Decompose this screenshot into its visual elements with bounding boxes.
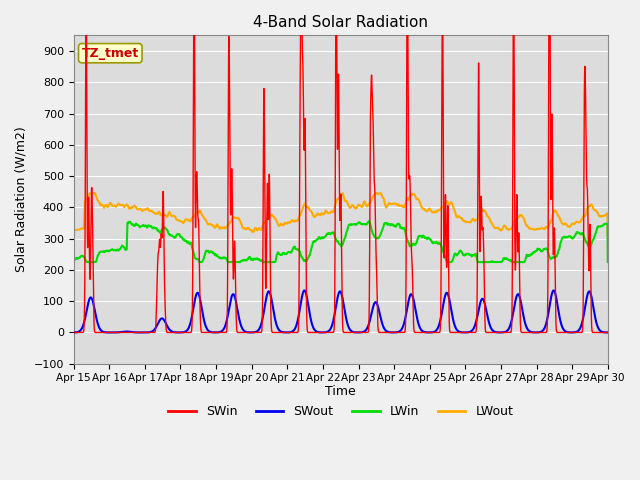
- LWin: [166, 232, 173, 238]
- Text: TZ_tmet: TZ_tmet: [82, 47, 139, 60]
- LWin: [491, 259, 499, 265]
- LWout: [70, 233, 77, 239]
- Line: SWout: SWout: [74, 290, 608, 333]
- Line: LWout: LWout: [74, 193, 608, 236]
- Title: 4-Band Solar Radiation: 4-Band Solar Radiation: [253, 15, 428, 30]
- SWout: [604, 330, 612, 336]
- LWin: [431, 240, 438, 245]
- SWin: [431, 330, 438, 336]
- SWout: [604, 330, 611, 336]
- LWin: [70, 259, 77, 265]
- LWout: [604, 211, 611, 216]
- LWout: [86, 191, 93, 196]
- Line: SWin: SWin: [74, 0, 608, 333]
- SWout: [431, 329, 438, 335]
- SWin: [604, 330, 611, 336]
- SWout: [461, 330, 468, 336]
- SWin: [70, 330, 77, 336]
- SWin: [491, 330, 499, 336]
- LWin: [604, 259, 612, 265]
- X-axis label: Time: Time: [325, 385, 356, 398]
- LWin: [321, 234, 328, 240]
- LWin: [365, 218, 372, 224]
- SWout: [301, 288, 308, 293]
- SWin: [118, 330, 126, 336]
- LWin: [604, 221, 611, 227]
- SWout: [70, 330, 77, 336]
- LWout: [604, 233, 612, 239]
- SWin: [604, 330, 612, 336]
- SWin: [321, 330, 328, 336]
- SWout: [139, 330, 147, 336]
- LWin: [460, 252, 468, 258]
- LWout: [321, 210, 328, 216]
- SWout: [166, 327, 173, 333]
- Y-axis label: Solar Radiation (W/m2): Solar Radiation (W/m2): [15, 127, 28, 273]
- LWout: [166, 210, 173, 216]
- LWout: [460, 218, 468, 224]
- SWin: [166, 330, 173, 336]
- LWout: [491, 226, 499, 231]
- Legend: SWin, SWout, LWin, LWout: SWin, SWout, LWin, LWout: [163, 400, 518, 423]
- SWout: [491, 329, 499, 335]
- SWin: [460, 330, 468, 336]
- LWout: [431, 209, 438, 215]
- SWout: [321, 329, 329, 335]
- Line: LWin: LWin: [74, 221, 608, 262]
